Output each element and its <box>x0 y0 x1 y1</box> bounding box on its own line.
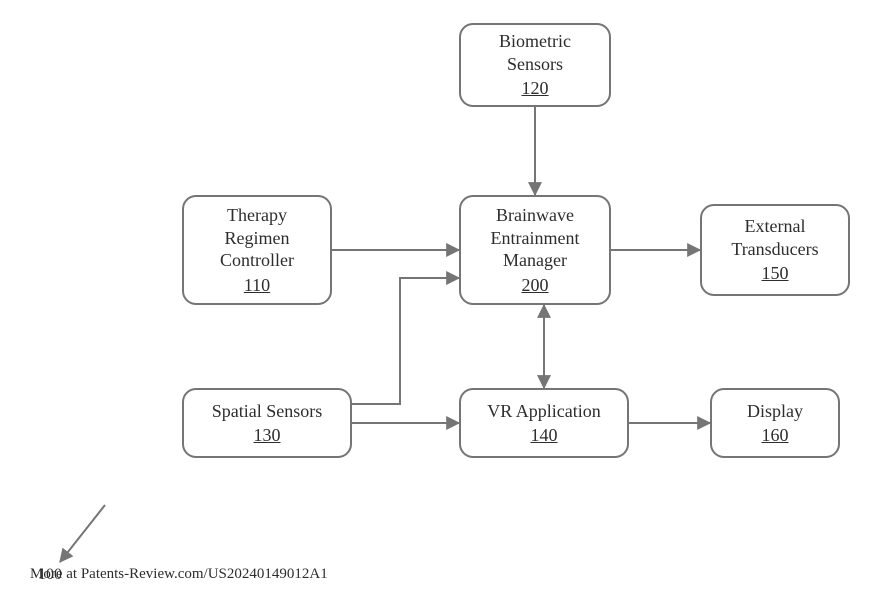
edge-spatial-to-brainwave <box>352 278 459 404</box>
node-label: VR Application <box>487 400 601 423</box>
node-ref: 130 <box>254 424 281 447</box>
node-ref: 160 <box>762 424 789 447</box>
node-label: External Transducers <box>731 215 818 260</box>
node-label: Display <box>747 400 803 423</box>
node-brainwave-entrainment-manager: Brainwave Entrainment Manager 200 <box>459 195 611 305</box>
node-label: Spatial Sensors <box>212 400 323 423</box>
node-ref: 120 <box>522 77 549 100</box>
node-ref: 200 <box>522 274 549 297</box>
node-vr-application: VR Application 140 <box>459 388 629 458</box>
node-label: Biometric Sensors <box>499 30 571 75</box>
figure-indicator-arrow <box>60 505 105 562</box>
node-spatial-sensors: Spatial Sensors 130 <box>182 388 352 458</box>
edges-layer <box>0 0 880 605</box>
node-ref: 140 <box>531 424 558 447</box>
node-biometric-sensors: Biometric Sensors 120 <box>459 23 611 107</box>
diagram-canvas: Biometric Sensors 120 Therapy Regimen Co… <box>0 0 880 605</box>
watermark-text: More at Patents-Review.com/US20240149012… <box>30 566 328 583</box>
node-label: Therapy Regimen Controller <box>220 204 294 272</box>
node-therapy-regimen-controller: Therapy Regimen Controller 110 <box>182 195 332 305</box>
node-display: Display 160 <box>710 388 840 458</box>
node-ref: 110 <box>244 274 270 297</box>
node-ref: 150 <box>762 262 789 285</box>
node-label: Brainwave Entrainment Manager <box>491 204 580 272</box>
node-external-transducers: External Transducers 150 <box>700 204 850 296</box>
